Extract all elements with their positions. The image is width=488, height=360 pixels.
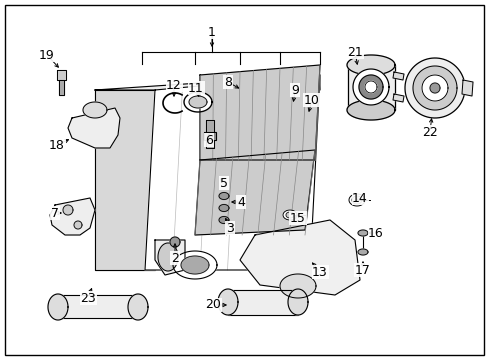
Text: 20: 20 (204, 298, 221, 311)
Polygon shape (128, 294, 148, 320)
Polygon shape (200, 65, 319, 160)
Polygon shape (50, 198, 95, 235)
Polygon shape (346, 55, 394, 75)
Text: 1: 1 (207, 26, 216, 39)
Text: 10: 10 (304, 94, 319, 107)
Polygon shape (170, 237, 180, 247)
Text: 11: 11 (188, 81, 203, 95)
Text: 2: 2 (171, 252, 179, 265)
Polygon shape (240, 220, 359, 295)
Polygon shape (285, 212, 293, 218)
Text: 14: 14 (351, 192, 367, 204)
Polygon shape (358, 75, 382, 99)
Polygon shape (392, 72, 403, 80)
Polygon shape (280, 274, 315, 298)
Text: 18: 18 (49, 139, 65, 152)
Polygon shape (59, 80, 64, 95)
Text: 13: 13 (311, 266, 327, 279)
Polygon shape (48, 294, 68, 320)
Polygon shape (58, 295, 138, 318)
Polygon shape (158, 243, 178, 271)
Polygon shape (183, 92, 212, 112)
Polygon shape (227, 290, 297, 315)
Polygon shape (181, 256, 208, 274)
Text: 6: 6 (204, 134, 212, 147)
Text: 22: 22 (421, 126, 437, 139)
Polygon shape (352, 69, 388, 105)
Polygon shape (145, 75, 319, 270)
Polygon shape (203, 132, 216, 140)
Polygon shape (95, 75, 319, 90)
Polygon shape (95, 90, 155, 270)
Polygon shape (83, 102, 107, 118)
Polygon shape (173, 251, 217, 279)
Polygon shape (421, 75, 447, 101)
Text: 23: 23 (80, 292, 96, 305)
Polygon shape (189, 96, 206, 108)
Polygon shape (63, 205, 73, 215)
Text: 4: 4 (237, 195, 244, 208)
Text: 8: 8 (224, 76, 231, 89)
Polygon shape (351, 196, 361, 204)
Polygon shape (412, 66, 456, 110)
Polygon shape (74, 221, 82, 229)
Polygon shape (348, 194, 364, 206)
Text: 5: 5 (220, 176, 227, 189)
Polygon shape (283, 210, 296, 220)
Polygon shape (57, 70, 66, 80)
Polygon shape (404, 58, 464, 118)
Polygon shape (287, 289, 307, 315)
Text: 9: 9 (290, 84, 298, 96)
Polygon shape (347, 65, 394, 110)
Text: 17: 17 (354, 264, 370, 276)
Text: 16: 16 (367, 226, 383, 239)
Polygon shape (461, 80, 472, 96)
Polygon shape (357, 230, 367, 236)
Text: 21: 21 (346, 45, 362, 59)
Polygon shape (218, 289, 238, 315)
Polygon shape (364, 81, 376, 93)
Polygon shape (429, 83, 439, 93)
Text: 15: 15 (289, 212, 305, 225)
Text: 19: 19 (39, 49, 55, 62)
Polygon shape (195, 150, 314, 235)
Polygon shape (357, 249, 367, 255)
Polygon shape (219, 204, 228, 211)
Text: 7: 7 (51, 207, 59, 220)
Text: 3: 3 (225, 221, 233, 234)
Polygon shape (219, 193, 228, 199)
Polygon shape (346, 100, 394, 120)
Text: 12: 12 (166, 78, 182, 91)
Polygon shape (68, 108, 120, 148)
Polygon shape (219, 216, 228, 224)
Polygon shape (205, 140, 214, 148)
Polygon shape (392, 94, 403, 102)
Polygon shape (205, 120, 214, 132)
Polygon shape (155, 240, 184, 275)
